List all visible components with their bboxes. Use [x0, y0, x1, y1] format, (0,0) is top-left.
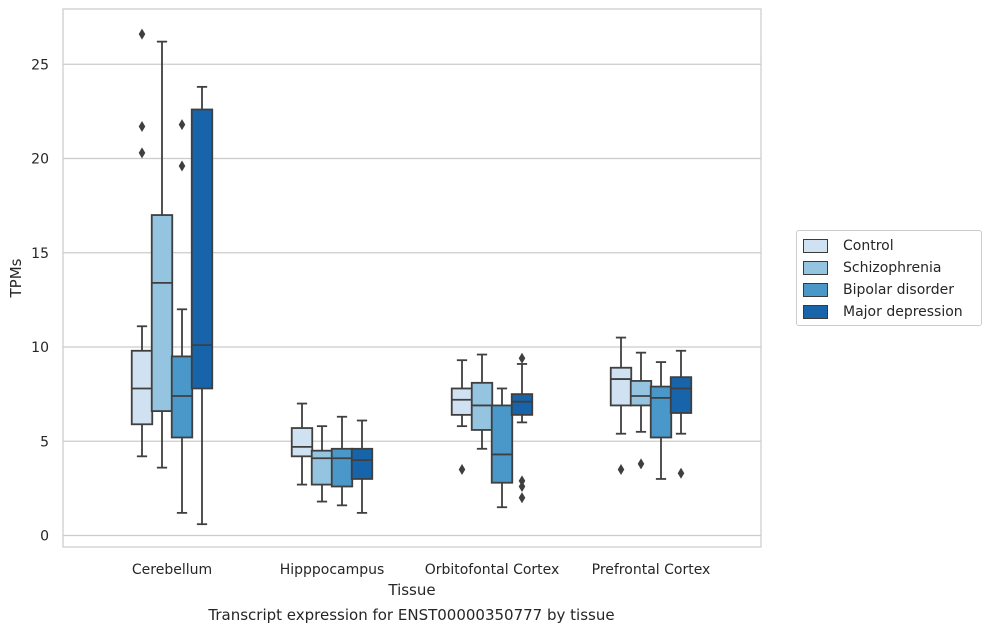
legend-label-schizophrenia: Schizophrenia — [843, 260, 942, 276]
outlier-marker — [178, 160, 186, 172]
x-tick-label: Hipppocampus — [280, 562, 385, 578]
box-bipolar-disorder-cerebellum — [170, 119, 194, 514]
x-tick-labels: Cerebellum Hipppocampus Orbitofontal Corte… — [132, 562, 710, 578]
box-major-depression-hipppocampus — [350, 419, 374, 514]
outlier-marker — [518, 475, 526, 487]
legend-swatch-bipolar-disorder — [803, 283, 828, 297]
box-bipolar-disorder-prefrontal-cortex — [649, 361, 673, 480]
box-major-depression-cerebellum — [190, 85, 214, 526]
outlier-marker — [458, 464, 466, 476]
outlier-marker — [178, 119, 186, 131]
y-tick-label: 0 — [40, 529, 49, 545]
outlier-marker — [518, 492, 526, 504]
plot-area-border — [62, 8, 762, 548]
box-bipolar-disorder-hipppocampus — [330, 415, 354, 507]
boxes — [130, 28, 693, 526]
legend-swatch-schizophrenia — [803, 261, 828, 275]
figure-caption: Transcript expression for ENST0000035077… — [208, 606, 615, 624]
box-iqr — [150, 214, 174, 412]
y-tick-label: 25 — [31, 57, 49, 73]
box-iqr — [170, 355, 194, 439]
outlier-marker — [617, 464, 625, 476]
legend-swatch-control — [803, 239, 828, 253]
box-iqr — [190, 108, 214, 390]
legend-item-control: Control — [803, 236, 894, 256]
legend-label-bipolar-disorder: Bipolar disorder — [843, 282, 955, 298]
box-iqr — [450, 387, 474, 416]
box-major-depression-prefrontal-cortex — [669, 349, 693, 479]
gridlines — [63, 63, 761, 537]
box-iqr — [669, 376, 693, 414]
y-axis-label: TPMs — [7, 258, 25, 298]
box-iqr — [510, 393, 534, 416]
outlier-marker — [138, 120, 146, 132]
box-iqr — [310, 449, 334, 486]
box-iqr — [470, 381, 494, 431]
outlier-marker — [637, 458, 645, 470]
box-iqr — [609, 366, 633, 407]
box-iqr — [130, 349, 154, 426]
box-schizophrenia-prefrontal-cortex — [629, 351, 653, 470]
outlier-marker — [518, 480, 526, 492]
box-control-hipppocampus — [290, 402, 314, 486]
box-iqr — [649, 385, 673, 439]
x-tick-label: Cerebellum — [132, 562, 212, 578]
box-control-prefrontal-cortex — [609, 336, 633, 476]
box-iqr — [629, 380, 653, 407]
x-tick-label: Prefrontal Cortex — [592, 562, 711, 578]
legend-swatch-major-depression — [803, 305, 828, 319]
legend-item-major-depression: Major depression — [803, 302, 963, 322]
box-iqr — [350, 447, 374, 480]
box-control-orbitofontal-cortex — [450, 359, 474, 476]
outlier-marker — [518, 352, 526, 364]
y-tick-label: 20 — [31, 152, 49, 168]
box-iqr — [330, 447, 354, 488]
outlier-marker — [677, 467, 685, 479]
box-schizophrenia-hipppocampus — [310, 425, 334, 503]
box-control-cerebellum — [130, 28, 154, 458]
legend: Control Schizophrenia Bipolar disorder M… — [796, 230, 982, 326]
box-iqr — [290, 427, 314, 458]
legend-item-bipolar-disorder: Bipolar disorder — [803, 280, 954, 300]
box-schizophrenia-cerebellum — [150, 40, 174, 469]
y-tick-label: 15 — [31, 246, 49, 262]
outlier-marker — [138, 147, 146, 159]
box-iqr — [490, 404, 514, 484]
box-schizophrenia-orbitofontal-cortex — [470, 353, 494, 450]
y-tick-labels: 0 5 10 15 20 25 — [31, 57, 49, 544]
box-major-depression-orbitofontal-cortex — [510, 352, 534, 504]
legend-label-control: Control — [843, 238, 894, 254]
x-axis-label: Tissue — [387, 581, 435, 599]
legend-item-schizophrenia: Schizophrenia — [803, 258, 941, 278]
y-tick-label: 10 — [31, 340, 49, 356]
y-tick-label: 5 — [40, 434, 49, 450]
legend-label-major-depression: Major depression — [843, 304, 963, 320]
outlier-marker — [138, 28, 146, 40]
x-tick-label: Orbitofontal Cortex — [425, 562, 560, 578]
box-bipolar-disorder-orbitofontal-cortex — [490, 387, 514, 509]
